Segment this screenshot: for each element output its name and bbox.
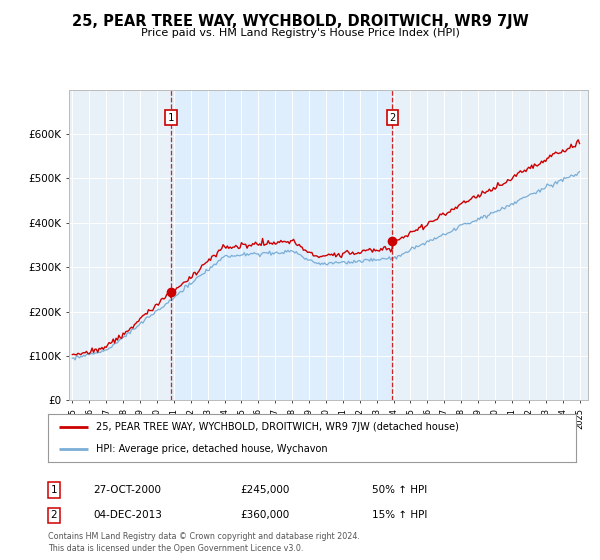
Bar [171,90,392,400]
Text: 2: 2 [50,510,58,520]
Text: HPI: Average price, detached house, Wychavon: HPI: Average price, detached house, Wych… [95,444,327,454]
Text: 2: 2 [389,113,395,123]
Text: 25, PEAR TREE WAY, WYCHBOLD, DROITWICH, WR9 7JW (detached house): 25, PEAR TREE WAY, WYCHBOLD, DROITWICH, … [95,422,458,432]
Text: 1: 1 [168,113,174,123]
Text: 25, PEAR TREE WAY, WYCHBOLD, DROITWICH, WR9 7JW: 25, PEAR TREE WAY, WYCHBOLD, DROITWICH, … [71,14,529,29]
Text: Contains HM Land Registry data © Crown copyright and database right 2024.
This d: Contains HM Land Registry data © Crown c… [48,533,360,553]
Text: 27-OCT-2000: 27-OCT-2000 [93,485,161,495]
Text: £245,000: £245,000 [240,485,289,495]
Text: 50% ↑ HPI: 50% ↑ HPI [372,485,427,495]
Text: £360,000: £360,000 [240,510,289,520]
Text: 15% ↑ HPI: 15% ↑ HPI [372,510,427,520]
Text: 1: 1 [50,485,58,495]
Text: 04-DEC-2013: 04-DEC-2013 [93,510,162,520]
Text: Price paid vs. HM Land Registry's House Price Index (HPI): Price paid vs. HM Land Registry's House … [140,28,460,38]
